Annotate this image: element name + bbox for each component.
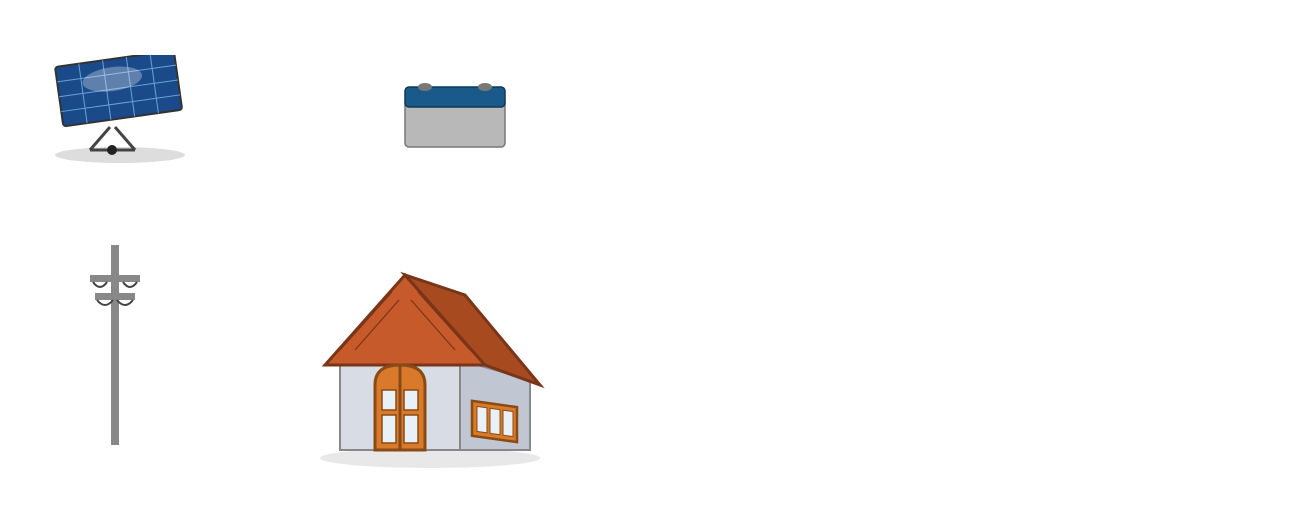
- solar-panel-icon: [40, 55, 200, 165]
- utility-pole-icon: [85, 245, 145, 445]
- power-flow-chart: [610, 0, 1294, 525]
- house-icon: [310, 250, 550, 470]
- battery-icon: [395, 75, 515, 155]
- energy-flow-diagram: [0, 0, 610, 525]
